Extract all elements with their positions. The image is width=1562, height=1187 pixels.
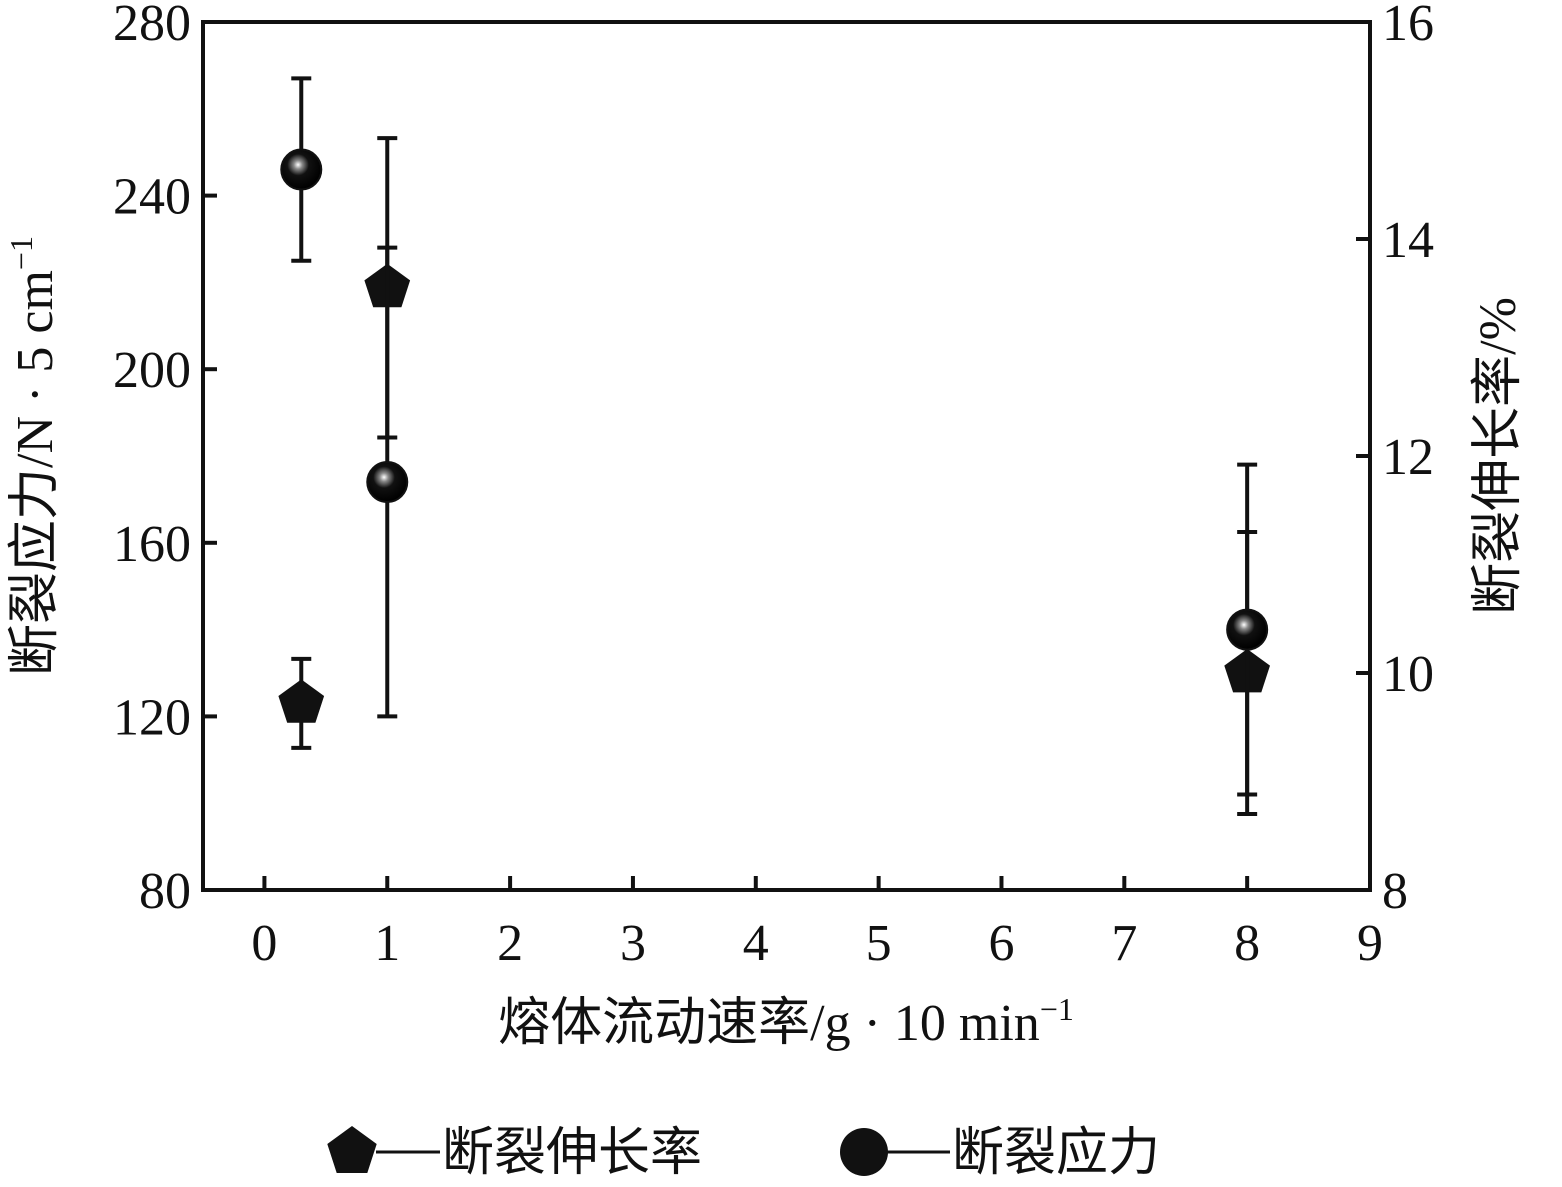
y-tick-label: 120 — [113, 689, 191, 746]
y2-tick-label: 16 — [1382, 0, 1434, 52]
y-tick-label: 200 — [113, 342, 191, 399]
data-point — [1226, 608, 1269, 651]
x-tick-label: 0 — [251, 915, 277, 972]
x-tick-label: 1 — [374, 915, 400, 972]
x-tick-label: 4 — [743, 915, 769, 972]
x-tick-label: 9 — [1357, 915, 1383, 972]
plot-frame — [201, 20, 1372, 892]
legend-marker — [840, 1128, 888, 1176]
y2-tick-label: 8 — [1382, 863, 1408, 920]
y-axis-label: 断裂应力/N · 5 cm−1 — [3, 236, 64, 676]
y-tick-label: 280 — [113, 0, 191, 52]
x-tick-label: 5 — [866, 915, 892, 972]
y2-axis-label: 断裂伸长率/% — [1470, 297, 1527, 615]
x-axis-label: 熔体流动速率/g · 10 min−1 — [498, 991, 1074, 1052]
y-axis-label-sup: −1 — [3, 236, 39, 270]
x-tick-label: 7 — [1111, 915, 1137, 972]
legend-label: 断裂伸长率 — [442, 1125, 702, 1182]
data-point — [280, 148, 323, 191]
legend-marker — [327, 1126, 377, 1173]
data-point — [278, 679, 325, 723]
x-tick-label: 2 — [497, 915, 523, 972]
y-tick-label: 240 — [113, 169, 191, 226]
legend-label: 断裂应力 — [952, 1125, 1160, 1182]
x-axis-label-sup: −1 — [1040, 991, 1074, 1027]
x-axis-label-text: 熔体流动速率/g · 10 min — [498, 995, 1040, 1052]
data-point — [366, 461, 409, 504]
x-tick-label: 6 — [988, 915, 1014, 972]
x-tick-label: 3 — [620, 915, 646, 972]
y-tick-label: 80 — [139, 863, 191, 920]
y2-tick-label: 14 — [1382, 212, 1434, 269]
y2-tick-label: 12 — [1382, 429, 1434, 486]
y-axis-label-text: 断裂应力/N · 5 cm — [7, 270, 64, 676]
x-tick-label: 8 — [1234, 915, 1260, 972]
y-tick-label: 160 — [113, 516, 191, 573]
y2-tick-label: 10 — [1382, 646, 1434, 703]
